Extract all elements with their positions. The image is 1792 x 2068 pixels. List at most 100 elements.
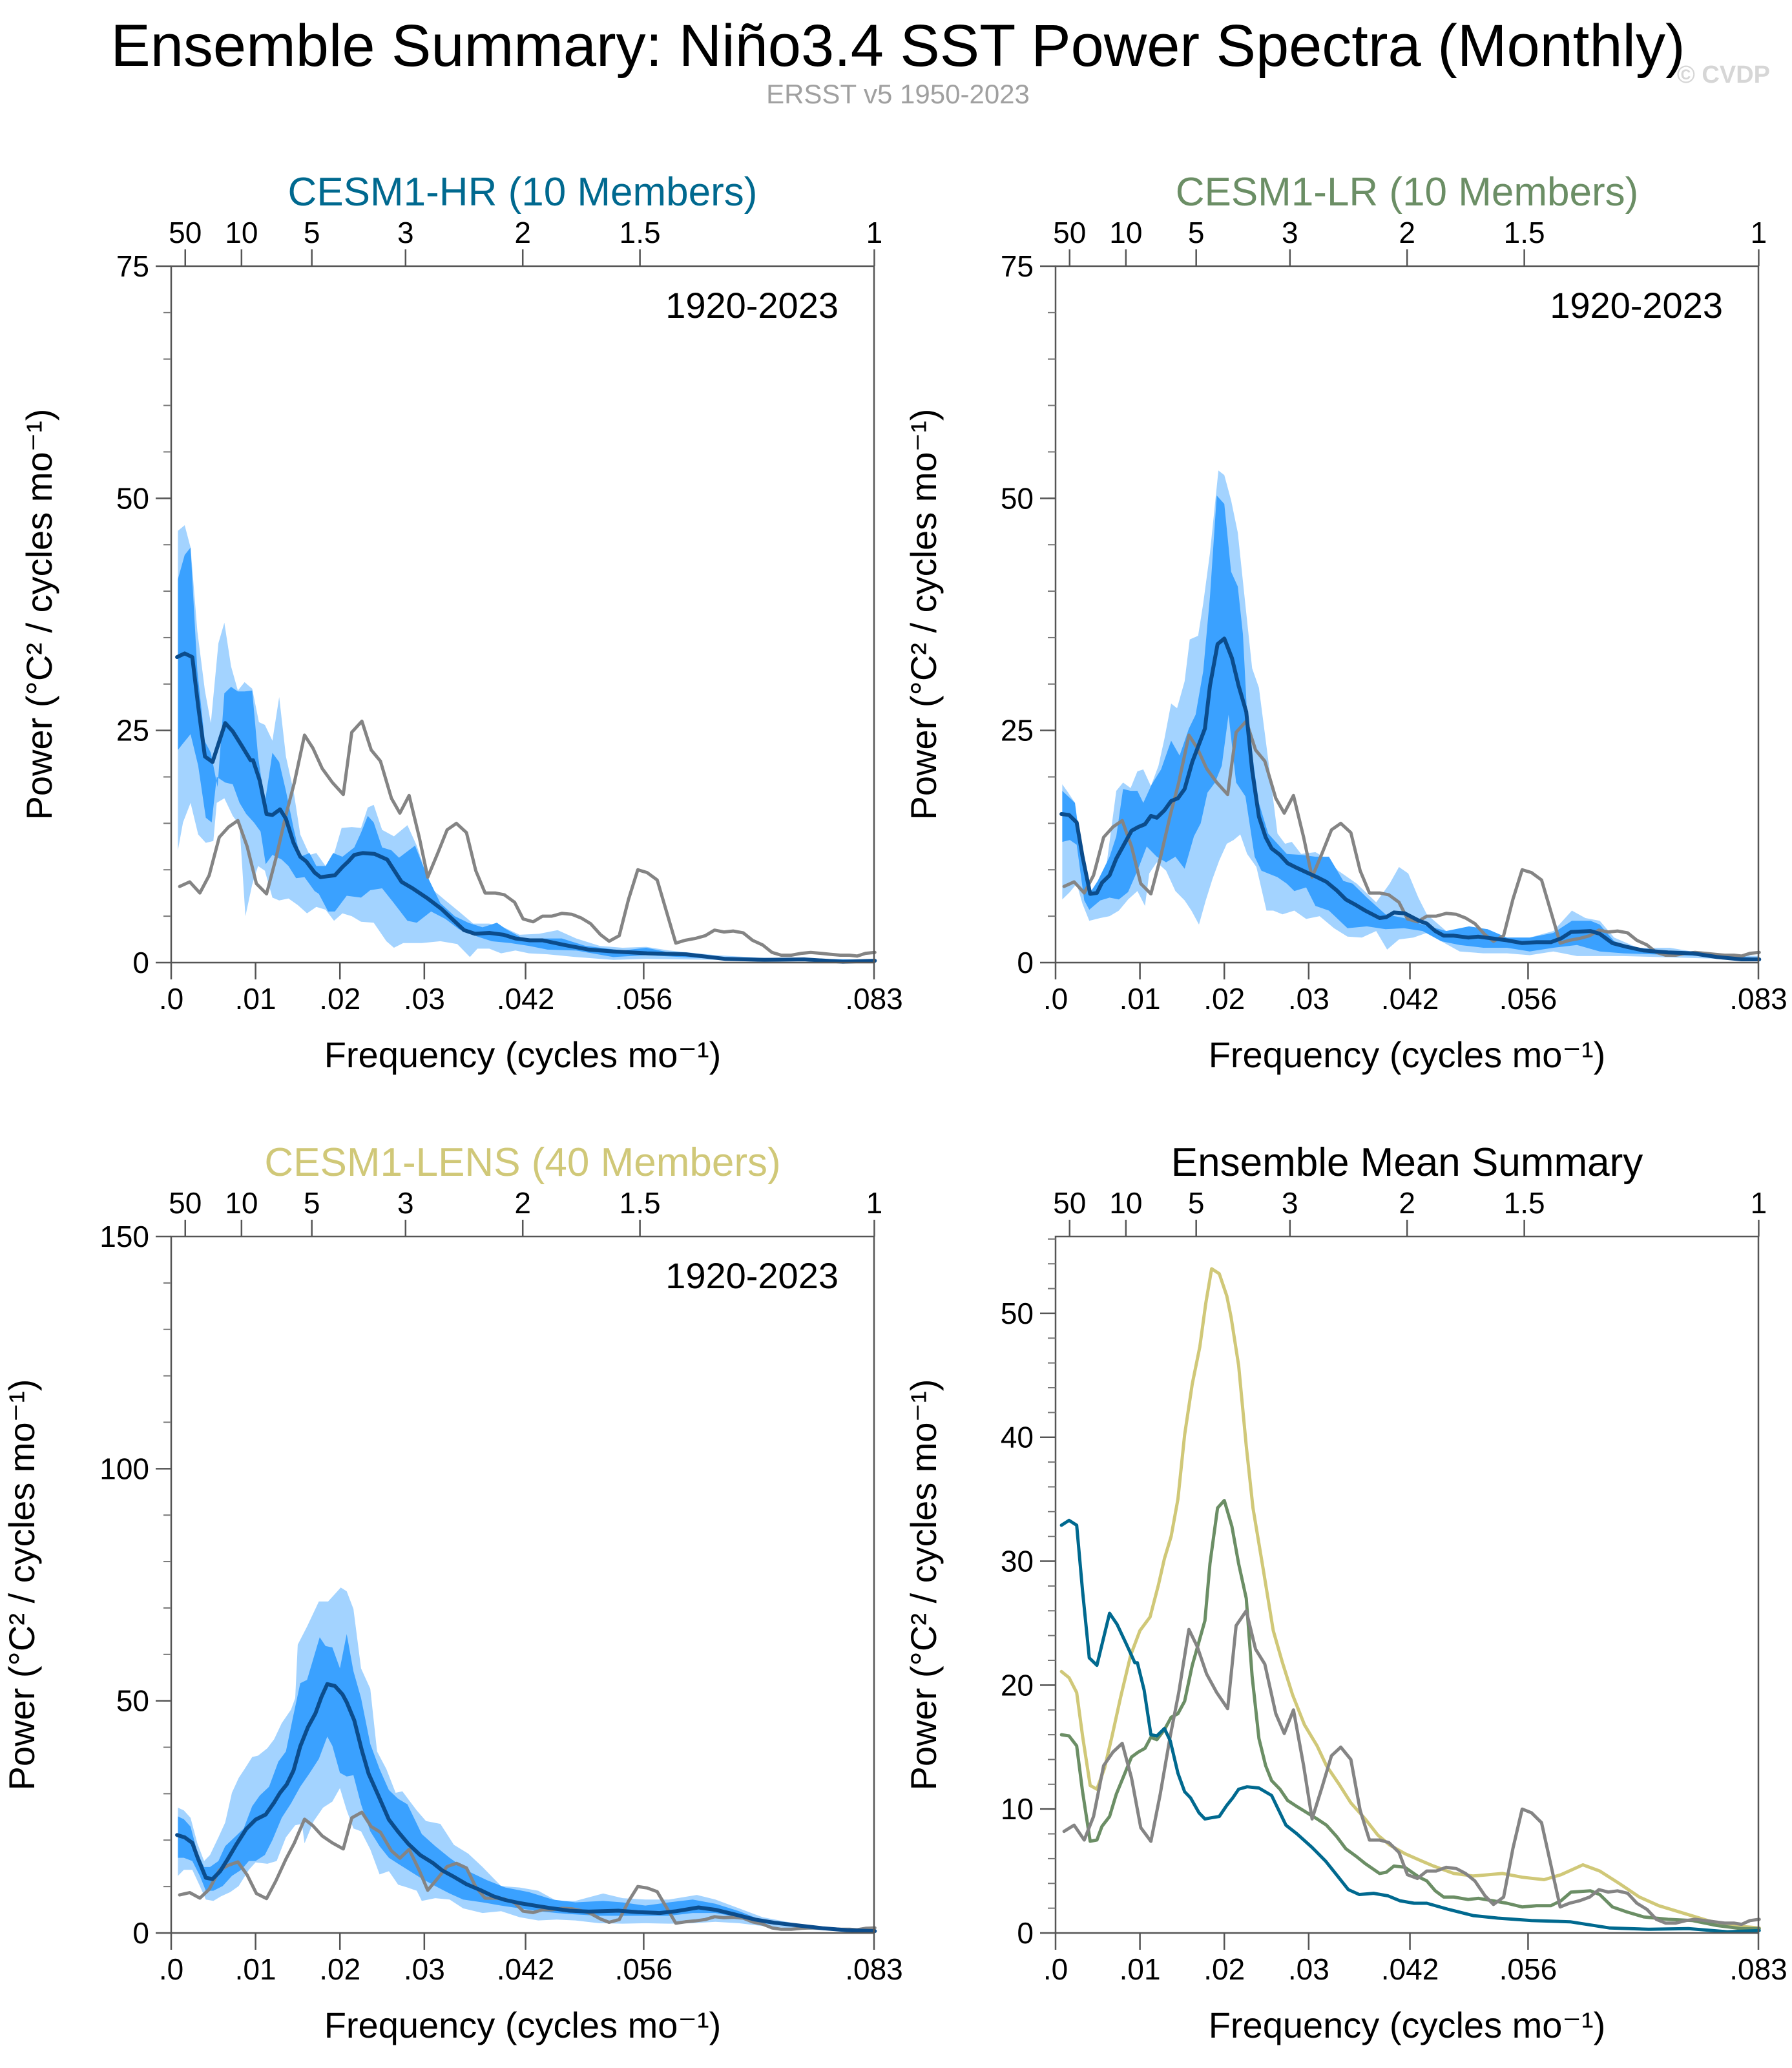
y-tick-label: 20 bbox=[1001, 1668, 1034, 1702]
series-line-1 bbox=[175, 1682, 877, 1934]
top-axis-period-label: 3 bbox=[1282, 216, 1298, 249]
top-axis-period-label: 1 bbox=[1751, 216, 1767, 249]
y-tick-label: 40 bbox=[1001, 1421, 1034, 1454]
x-tick-label: .056 bbox=[1499, 1952, 1558, 1986]
top-axis-period-label: 1.5 bbox=[1504, 216, 1545, 249]
top-axis-period-label: 3 bbox=[397, 216, 414, 249]
x-tick-label: .02 bbox=[319, 982, 360, 1016]
x-tick-label: .03 bbox=[1288, 1952, 1329, 1986]
panel-cesm1-hr: 0 25 50 75 .0 .01 .02 .03 .042 .056 .083 50 10 5 3 2 1.5… bbox=[19, 170, 903, 1075]
x-axis-title: Frequency (cycles mo⁻¹) bbox=[1209, 2005, 1606, 2045]
y-tick-label: 150 bbox=[99, 1220, 149, 1253]
top-axis-period-label: 5 bbox=[1188, 1186, 1205, 1220]
y-tick-label: 30 bbox=[1001, 1545, 1034, 1578]
x-tick-label: .01 bbox=[1120, 982, 1161, 1016]
top-axis-period-label: 5 bbox=[1188, 216, 1205, 249]
x-tick-label: .0 bbox=[1043, 1952, 1068, 1986]
x-axis-title: Frequency (cycles mo⁻¹) bbox=[324, 2005, 722, 2045]
y-tick-label: 0 bbox=[1017, 1916, 1034, 1950]
observations-line bbox=[1062, 719, 1761, 958]
x-tick-label: .083 bbox=[845, 982, 903, 1016]
x-tick-label: .0 bbox=[159, 982, 183, 1016]
top-axis-period-label: 2 bbox=[1399, 1186, 1415, 1220]
top-axis-period-label: 2 bbox=[514, 1186, 531, 1220]
x-axis-title: Frequency (cycles mo⁻¹) bbox=[1209, 1034, 1606, 1075]
credit-watermark: © CVDP bbox=[1677, 61, 1770, 89]
period-label: 1920-2023 bbox=[665, 1255, 839, 1296]
top-axis-period-label: 50 bbox=[169, 216, 202, 249]
x-tick-label: .042 bbox=[1381, 1952, 1439, 1986]
panel-title: Ensemble Mean Summary bbox=[1171, 1140, 1643, 1185]
y-axis-title: Power (°C² / cycles mo⁻¹) bbox=[19, 409, 59, 820]
x-tick-label: .056 bbox=[615, 982, 673, 1016]
x-tick-label: .056 bbox=[615, 1952, 673, 1986]
y-axis-title: Power (°C² / cycles mo⁻¹) bbox=[1, 1379, 42, 1791]
spread-band-inner bbox=[178, 1634, 874, 1932]
top-axis-period-label: 1.5 bbox=[620, 1186, 661, 1220]
y-tick-label: 75 bbox=[116, 249, 149, 283]
spread-band-inner bbox=[1062, 496, 1758, 958]
top-axis-period-label: 1.5 bbox=[620, 216, 661, 249]
panel-title: CESM1-LR (10 Members) bbox=[1176, 170, 1639, 214]
top-axis-period-label: 50 bbox=[1053, 1186, 1086, 1220]
x-tick-label: .03 bbox=[1288, 982, 1329, 1016]
panel-title: CESM1-HR (10 Members) bbox=[288, 170, 758, 214]
x-tick-label: .042 bbox=[1381, 982, 1439, 1016]
y-tick-label: 25 bbox=[116, 714, 149, 747]
x-tick-label: .0 bbox=[159, 1952, 183, 1986]
top-axis-period-label: 50 bbox=[1053, 216, 1086, 249]
period-label: 1920-2023 bbox=[665, 285, 839, 326]
x-axis-title: Frequency (cycles mo⁻¹) bbox=[324, 1034, 722, 1075]
x-tick-label: .03 bbox=[404, 982, 445, 1016]
y-axis-title: Power (°C² / cycles mo⁻¹) bbox=[903, 1379, 944, 1791]
y-tick-label: 25 bbox=[1001, 714, 1034, 747]
x-tick-label: .042 bbox=[497, 1952, 555, 1986]
y-tick-label: 10 bbox=[1001, 1792, 1034, 1826]
y-tick-label: 50 bbox=[1001, 1297, 1034, 1330]
top-axis-period-label: 5 bbox=[304, 1186, 320, 1220]
top-axis-period-label: 1 bbox=[1751, 1186, 1767, 1220]
series-line-1 bbox=[1059, 636, 1762, 961]
x-tick-label: .02 bbox=[319, 1952, 360, 1986]
x-tick-label: .0 bbox=[1043, 982, 1068, 1016]
observations-line bbox=[1062, 1609, 1761, 1927]
series-line-1 bbox=[175, 651, 877, 964]
panel-cesm1-lens: 0 50 100 150 .0 .01 .02 .03 .042 .056 .083 50 10 5 3 2 1… bbox=[1, 1140, 903, 2045]
top-axis-period-label: 3 bbox=[397, 1186, 414, 1220]
top-axis-period-label: 10 bbox=[225, 216, 258, 249]
top-axis-period-label: 1 bbox=[866, 216, 883, 249]
top-axis-period-label: 10 bbox=[225, 1186, 258, 1220]
y-tick-label: 50 bbox=[116, 481, 149, 515]
spread-band-outer bbox=[178, 525, 874, 962]
top-axis-period-label: 5 bbox=[304, 216, 320, 249]
period-label: 1920-2023 bbox=[1550, 285, 1723, 326]
y-tick-label: 0 bbox=[132, 1916, 149, 1950]
panel-cesm1-lr: 0 25 50 75 .0 .01 .02 .03 .042 .056 .083 50 10 5 3 2 1.5… bbox=[903, 170, 1787, 1075]
y-tick-label: 50 bbox=[1001, 481, 1034, 515]
top-axis-period-label: 1.5 bbox=[1504, 1186, 1545, 1220]
top-axis-period-label: 10 bbox=[1109, 1186, 1142, 1220]
x-tick-label: .03 bbox=[404, 1952, 445, 1986]
y-tick-label: 75 bbox=[1001, 249, 1034, 283]
y-tick-label: 50 bbox=[116, 1684, 149, 1718]
x-tick-label: .083 bbox=[845, 1952, 903, 1986]
x-tick-label: .02 bbox=[1203, 982, 1245, 1016]
top-axis-period-label: 50 bbox=[169, 1186, 202, 1220]
top-axis-period-label: 10 bbox=[1109, 216, 1142, 249]
x-tick-label: .01 bbox=[1120, 1952, 1161, 1986]
x-tick-label: .083 bbox=[1729, 1952, 1787, 1986]
top-axis-period-label: 1 bbox=[866, 1186, 883, 1220]
y-tick-label: 0 bbox=[1017, 946, 1034, 979]
x-tick-label: .01 bbox=[235, 1952, 276, 1986]
plot-frame bbox=[1054, 1235, 1760, 1934]
x-tick-label: .042 bbox=[497, 982, 555, 1016]
observations-line bbox=[178, 719, 877, 958]
x-tick-label: .056 bbox=[1499, 982, 1558, 1016]
x-tick-label: .083 bbox=[1729, 982, 1787, 1016]
x-tick-label: .01 bbox=[235, 982, 276, 1016]
x-tick-label: .02 bbox=[1203, 1952, 1245, 1986]
y-tick-label: 0 bbox=[132, 946, 149, 979]
series-line-1 bbox=[1059, 1499, 1761, 1930]
panel-title: CESM1-LENS (40 Members) bbox=[264, 1140, 780, 1185]
